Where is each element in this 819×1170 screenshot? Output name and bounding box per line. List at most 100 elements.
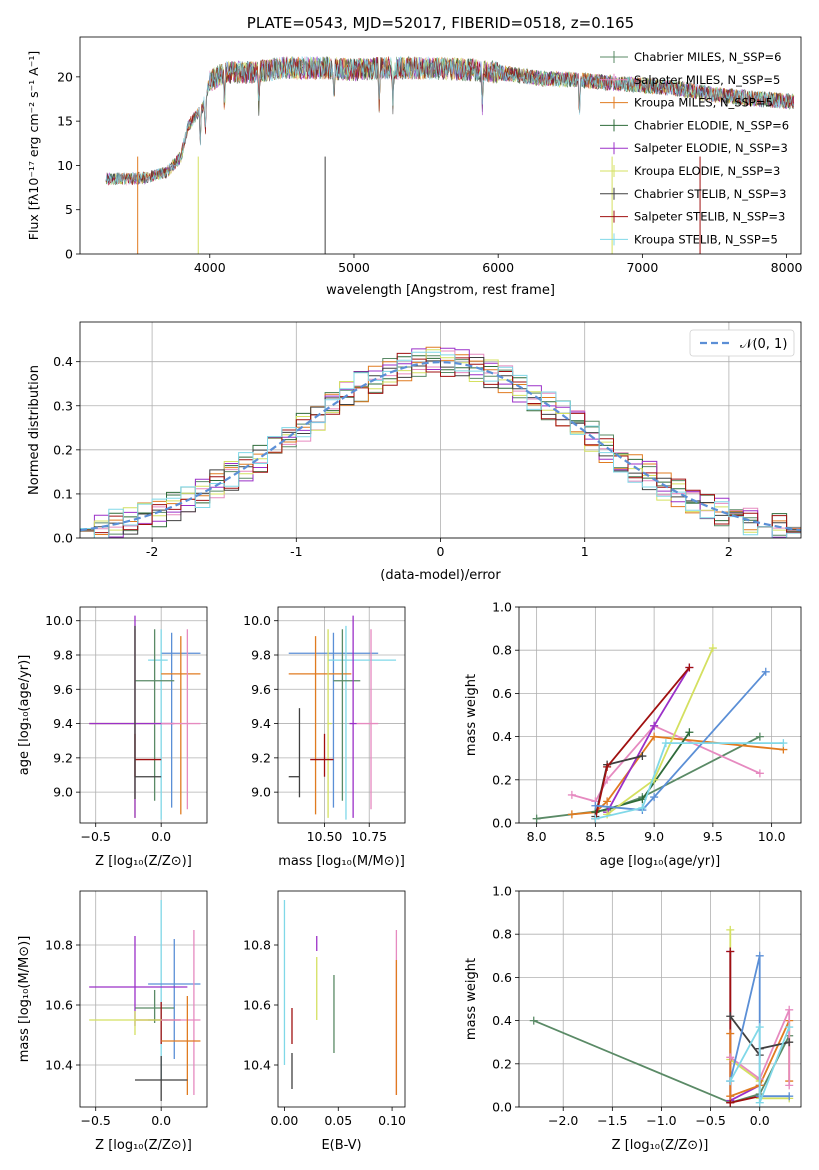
spectrum-ylabel: Flux [fλ10⁻¹⁷ erg cm⁻² s⁻¹ A⁻¹] (26, 51, 41, 240)
x-tick-label: −1.5 (597, 1113, 627, 1128)
spectrum-frame (79, 36, 802, 255)
series-point (755, 1023, 764, 1032)
y-tick-label: 0.2 (492, 772, 512, 787)
mass-vs-Z-points (89, 900, 201, 1101)
y-tick-label: 0.3 (53, 398, 73, 413)
x-tick-label: -1 (290, 544, 302, 559)
age-vs-mass-frame (277, 606, 406, 824)
series-point (779, 739, 788, 748)
residuals-xlabel: (data-model)/error (380, 568, 501, 583)
weight-vs-Z-axes: −2.0 −1.5 −1.0 −0.5 0.0 0.0 0.2 0.4 0.6 0.8 1.0 (492, 884, 801, 1128)
y-tick-label: 9.8 (251, 648, 271, 663)
legend-label: 𝒩(0, 1) (740, 337, 787, 352)
normal-pdf-line (80, 360, 801, 532)
x-tick-label: 10.75 (351, 829, 387, 844)
y-tick-label: 20 (57, 69, 73, 84)
x-tick-label: 5000 (338, 260, 370, 275)
residuals-axes: -2 -1 0 1 2 0.0 0.1 0.2 0.3 0.4 (53, 322, 801, 559)
series-point (661, 739, 670, 748)
age-vs-Z-ylabel: age [log₁₀(age/yr)] (17, 655, 32, 776)
series-point (785, 1023, 794, 1032)
series-point (532, 814, 541, 823)
x-tick-label: -2 (146, 544, 158, 559)
y-tick-label: 10.4 (45, 1058, 73, 1073)
age-vs-Z-axes: −0.5 0.0 9.0 9.2 9.4 9.6 9.8 10.0 (45, 607, 207, 844)
legend-label: Chabrier MILES, N_SSP=6 (634, 50, 781, 64)
residuals-legend-box (689, 329, 795, 357)
series-point (726, 1077, 735, 1086)
x-tick-label: 0.05 (324, 1113, 352, 1128)
histogram-step (80, 347, 801, 538)
series-line (729, 1009, 791, 1086)
y-tick-label: 0.2 (53, 442, 73, 457)
y-tick-label: 10.0 (45, 613, 73, 628)
age-vs-Z-frame (79, 606, 208, 824)
series-point (591, 801, 600, 810)
series-point (567, 790, 576, 799)
series-point (785, 1081, 794, 1090)
mass-vs-Z-ylabel: mass [log₁₀(M/M⊙)] (17, 936, 32, 1063)
x-tick-label: 9.0 (644, 829, 664, 844)
series-line (729, 1026, 791, 1104)
x-tick-label: −0.5 (695, 1113, 725, 1128)
y-tick-label: 0.0 (492, 816, 512, 831)
series-point (755, 1098, 764, 1107)
series-point (755, 769, 764, 778)
series-line (595, 742, 784, 820)
series-line (595, 671, 767, 811)
series-point (726, 1053, 735, 1062)
y-tick-label: 9.4 (251, 716, 271, 731)
y-tick-label: 0.4 (492, 729, 512, 744)
mass-vs-Z-xlabel: Z [log₁₀(Z/Z⊙)] (95, 1138, 192, 1153)
age-vs-Z-xlabel: Z [log₁₀(Z/Z⊙)] (95, 854, 192, 869)
y-tick-label: 15 (57, 114, 73, 129)
y-tick-label: 0.2 (492, 1056, 512, 1071)
y-tick-label: 0.8 (492, 927, 512, 942)
y-tick-label: 1.0 (492, 600, 512, 615)
x-tick-label: 8.5 (585, 829, 605, 844)
series-point (650, 732, 659, 741)
series-point (726, 925, 735, 934)
weight-vs-age-axes: 8.0 8.5 9.0 9.5 10.0 0.0 0.2 0.4 0.6 0.8 1.0 (492, 600, 801, 844)
y-tick-label: 9.2 (53, 750, 73, 765)
series-point (785, 1092, 794, 1101)
legend-label: Chabrier ELODIE, N_SSP=6 (634, 118, 789, 132)
legend-label: Salpeter STELIB, N_SSP=3 (634, 210, 785, 224)
series-point (638, 752, 647, 761)
series-point (529, 1016, 538, 1025)
y-tick-label: 10.8 (243, 938, 271, 953)
x-tick-label: 0.0 (151, 1113, 171, 1128)
series-point (603, 797, 612, 806)
x-tick-label: −0.5 (81, 1113, 111, 1128)
weight-vs-age-xlabel: age [log₁₀(age/yr)] (600, 854, 721, 869)
x-tick-label: 0.00 (271, 1113, 299, 1128)
y-tick-label: 0.4 (492, 1013, 512, 1028)
y-tick-label: 10.4 (243, 1058, 271, 1073)
series-point (685, 663, 694, 672)
weight-vs-age-series (532, 644, 788, 823)
series-point (685, 728, 694, 737)
series-point (567, 810, 576, 819)
x-tick-label: 0.0 (750, 1113, 770, 1128)
legend-label: Kroupa MILES, N_SSP=5 (634, 96, 773, 110)
x-tick-label: −0.5 (81, 829, 111, 844)
y-tick-label: 9.6 (251, 682, 271, 697)
legend-label: Chabrier STELIB, N_SSP=3 (634, 187, 786, 201)
series-point (603, 762, 612, 771)
series-point (650, 721, 659, 730)
y-tick-label: 10 (57, 158, 73, 173)
histogram-step (80, 357, 801, 535)
y-tick-label: 0.0 (492, 1100, 512, 1115)
weight-vs-age-frame (518, 606, 802, 824)
x-tick-label: 2 (725, 544, 733, 559)
spectrum-xlabel: wavelength [Angstrom, rest frame] (326, 283, 555, 298)
y-tick-label: 10.6 (45, 998, 73, 1013)
y-tick-label: 9.8 (53, 648, 73, 663)
y-tick-label: 0.0 (53, 531, 73, 546)
weight-vs-Z-frame (518, 890, 802, 1108)
histogram-step (80, 352, 801, 534)
series-point (650, 793, 659, 802)
x-tick-label: 10.50 (307, 829, 343, 844)
y-tick-label: 9.4 (53, 716, 73, 731)
y-tick-label: 1.0 (492, 884, 512, 899)
